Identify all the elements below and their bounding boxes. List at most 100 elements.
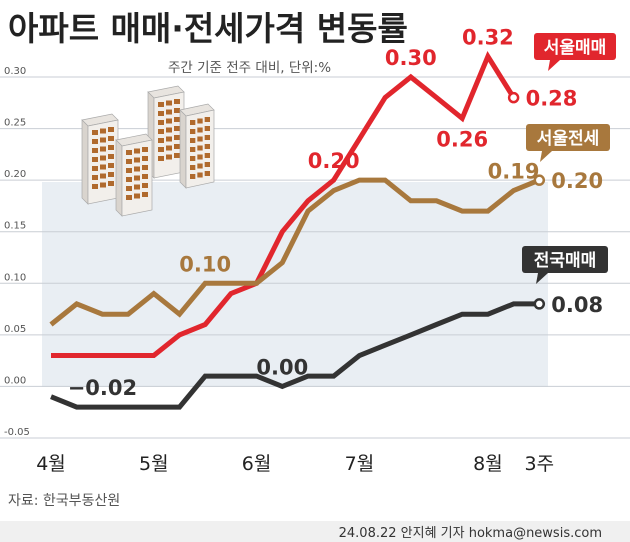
building-window	[166, 118, 172, 124]
series-end-marker	[533, 298, 546, 310]
x-tick-label: 5월	[139, 453, 169, 475]
data-label: −0.02	[68, 376, 137, 400]
building-window	[158, 120, 164, 125]
building-window	[134, 157, 140, 163]
building-window	[126, 186, 132, 191]
building-side	[115, 139, 123, 217]
building-window	[190, 138, 196, 143]
building-window	[126, 159, 132, 164]
building-window	[92, 166, 98, 171]
building-window	[142, 183, 148, 188]
building-window	[100, 173, 106, 179]
x-tick-label: 6월	[242, 453, 272, 475]
legend-label: 서울전세	[537, 129, 600, 149]
legend-tag	[534, 33, 616, 60]
building-window	[158, 129, 164, 134]
y-tick-label: 0.10	[4, 272, 26, 283]
data-label: 0.20	[551, 169, 603, 193]
building-window	[197, 127, 203, 133]
building-window	[204, 144, 210, 149]
building-window	[142, 165, 148, 170]
building-window	[126, 150, 132, 155]
legend-tag	[522, 246, 608, 273]
building-window	[204, 117, 210, 122]
building-window	[166, 100, 172, 106]
y-tick-label: -0.05	[4, 427, 30, 438]
building-window	[142, 147, 148, 152]
data-label: 0.30	[385, 46, 437, 70]
building-window	[108, 181, 114, 186]
building-window	[166, 136, 172, 142]
legend-tag-pointer	[536, 273, 548, 284]
building-window	[100, 137, 106, 143]
building-window	[190, 174, 196, 179]
building-window	[190, 129, 196, 134]
y-axis-ticks: 0.30 0.25 0.20 0.15 0.10 0.05 0.00 -0.05	[4, 66, 30, 438]
building-window	[92, 148, 98, 153]
building-window	[190, 165, 196, 170]
building-window	[158, 156, 164, 161]
data-label: 0.10	[179, 252, 231, 276]
legend-tag-pointer	[540, 151, 552, 162]
building-window	[126, 195, 132, 200]
source-label: 자료: 한국부동산원	[8, 493, 120, 509]
building-window	[204, 153, 210, 158]
legend-label: 전국매매	[534, 251, 597, 271]
data-labels: 0.20 0.30 0.26 0.32 0.28 0.10 0.19 0.20 −0.02 0.0…	[68, 25, 603, 400]
building-window	[166, 109, 172, 115]
x-axis-ticks: 4월 5월 6월 7월 8월 3주	[36, 453, 554, 475]
series-line	[50, 301, 540, 410]
x-tick-label: 4월	[36, 453, 66, 475]
building-window	[134, 193, 140, 199]
building-side	[81, 119, 89, 205]
building-window	[126, 168, 132, 173]
building-window	[197, 136, 203, 142]
data-label: 0.19	[488, 159, 540, 183]
building-window	[108, 154, 114, 159]
y-tick-label: 0.25	[4, 118, 26, 129]
building-window	[174, 108, 180, 113]
building-window	[100, 146, 106, 152]
building-window	[174, 126, 180, 131]
building-window	[174, 153, 180, 158]
series-end-marker	[533, 174, 546, 186]
data-label: 0.26	[436, 127, 488, 151]
x-tick-label: 7월	[345, 453, 375, 475]
building-window	[108, 172, 114, 177]
building-window	[108, 163, 114, 168]
chart-subtitle: 주간 기준 전주 대비, 단위:%	[168, 60, 331, 76]
building-window	[190, 147, 196, 152]
y-tick-label: 0.30	[4, 66, 26, 77]
series-line	[51, 50, 516, 358]
building-window	[197, 154, 203, 160]
building-window	[134, 184, 140, 190]
x-tick-label: 3주	[525, 453, 555, 475]
data-label: 0.32	[462, 25, 514, 49]
chart-title: 아파트 매매·전세가격 변동률	[8, 9, 408, 48]
building-window	[197, 118, 203, 124]
y-tick-label: 0.00	[4, 375, 26, 386]
building-window	[108, 127, 114, 132]
building-window	[166, 127, 172, 133]
building-window	[174, 135, 180, 140]
y-tick-label: 0.15	[4, 221, 26, 232]
data-label: 0.20	[308, 149, 360, 173]
building-window	[158, 111, 164, 116]
data-label: 0.08	[551, 293, 603, 317]
building-window	[174, 117, 180, 122]
building-window	[108, 145, 114, 150]
data-label: 0.00	[256, 355, 308, 379]
building-window	[134, 175, 140, 181]
building-window	[174, 99, 180, 104]
building-window	[92, 157, 98, 162]
legend-tag	[526, 124, 610, 151]
building-side	[179, 109, 187, 189]
building-window	[134, 148, 140, 154]
building-window	[197, 163, 203, 169]
building-window	[166, 154, 172, 160]
legend-label: 서울매매	[544, 38, 607, 58]
building-window	[204, 135, 210, 140]
